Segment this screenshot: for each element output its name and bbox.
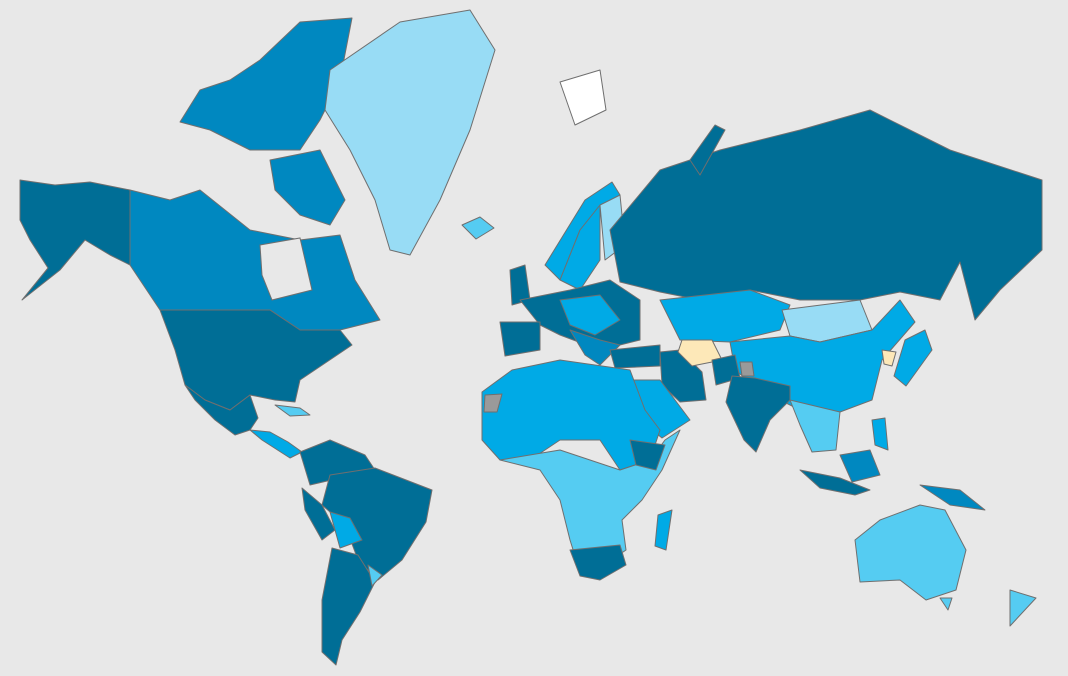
region-svalbard[interactable] [559, 69, 607, 126]
region-madagascar[interactable] [654, 509, 673, 551]
region-philippines[interactable] [871, 417, 889, 451]
region-novaya-zemlya[interactable] [689, 124, 726, 176]
region-greenland[interactable] [324, 9, 496, 256]
region-borneo[interactable] [839, 449, 881, 483]
region-south-africa[interactable] [569, 544, 627, 581]
region-alaska[interactable] [19, 179, 131, 301]
region-southeast-asia[interactable] [789, 399, 841, 453]
region-uruguay[interactable] [367, 564, 383, 587]
region-peru[interactable] [301, 487, 336, 541]
region-caribbean[interactable] [274, 404, 311, 417]
region-canada-arctic-islands[interactable] [179, 17, 353, 151]
region-canada-baffin[interactable] [269, 149, 346, 226]
region-turkey[interactable] [609, 344, 661, 369]
region-new-guinea[interactable] [919, 484, 986, 511]
region-sub-saharan-africa[interactable] [499, 429, 681, 573]
region-tasmania[interactable] [939, 597, 953, 611]
hudson-bay [259, 237, 313, 301]
region-indonesia-west[interactable] [799, 469, 871, 496]
region-kashmir[interactable] [739, 361, 755, 377]
region-mexico[interactable] [184, 384, 259, 436]
region-iceland[interactable] [461, 216, 495, 240]
region-turkmenistan[interactable] [677, 339, 723, 367]
region-bolivia[interactable] [329, 511, 363, 549]
region-italy-balkans[interactable] [569, 329, 621, 366]
region-western-sahara[interactable] [483, 393, 503, 413]
region-japan[interactable] [893, 329, 933, 387]
region-north-korea[interactable] [881, 349, 897, 367]
region-ethiopia[interactable] [629, 439, 666, 471]
region-kazakhstan[interactable] [659, 289, 791, 343]
region-new-zealand[interactable] [1009, 589, 1037, 627]
region-spain[interactable] [499, 321, 541, 357]
region-central-europe[interactable] [559, 294, 621, 336]
region-australia[interactable] [854, 504, 967, 601]
region-argentina[interactable] [321, 547, 376, 666]
region-india[interactable] [725, 375, 791, 453]
